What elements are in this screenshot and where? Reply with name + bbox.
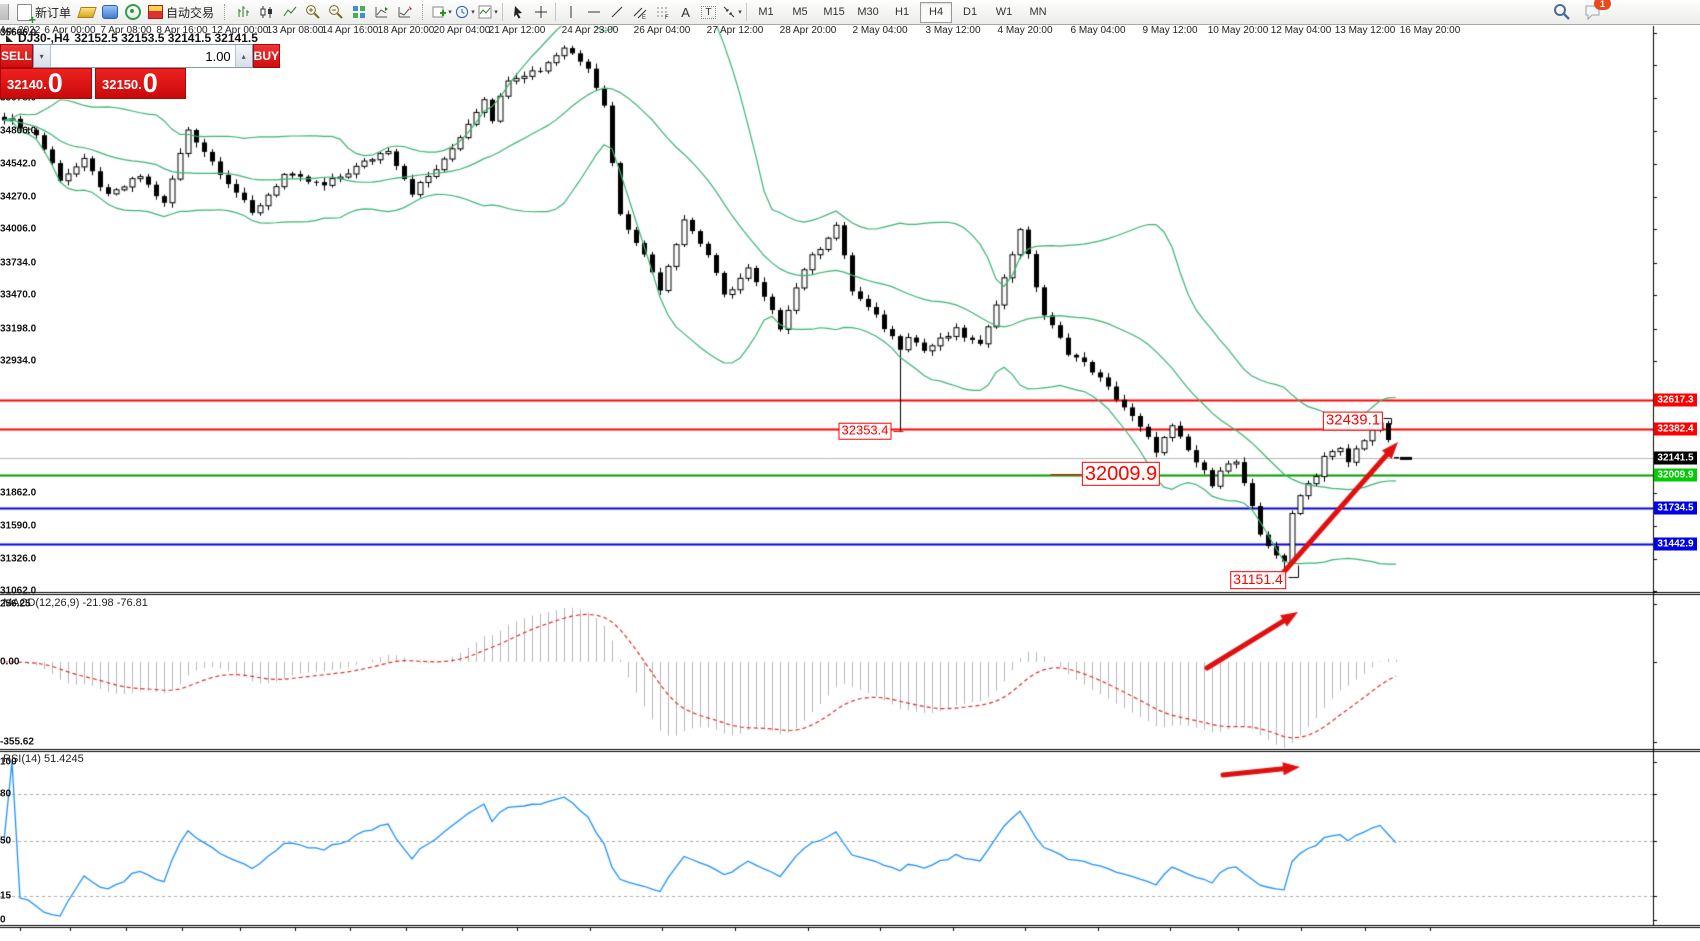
toolbar-separator — [746, 3, 748, 21]
profile-chart-alt-icon[interactable] — [393, 2, 416, 22]
tile-windows-icon[interactable] — [347, 2, 370, 22]
notification-badge: 1 — [1594, 0, 1611, 10]
volume-decrease-button[interactable]: ▾ — [33, 45, 51, 67]
vertical-line-tool-icon[interactable] — [559, 2, 582, 22]
new-order-label: 新订单 — [35, 5, 72, 20]
tab-timeframe-M5[interactable]: M5 — [792, 6, 808, 18]
trendline-tool-icon[interactable] — [605, 2, 628, 22]
tab-timeframe-D1[interactable]: D1 — [963, 6, 978, 18]
volume-input[interactable] — [50, 45, 235, 67]
notifications-chat-icon[interactable]: 1 — [1581, 0, 1611, 22]
buy-price-box[interactable]: 32150. 0 — [95, 68, 186, 99]
auto-trading-label: 自动交易 — [166, 5, 215, 20]
market-watch-icon[interactable] — [98, 2, 121, 22]
sell-button[interactable]: SELL — [0, 44, 33, 68]
tab-timeframe-M1[interactable]: M1 — [758, 6, 774, 18]
svg-text:F: F — [665, 15, 669, 20]
period-clock-icon[interactable]: ▾ — [453, 2, 476, 22]
zoom-in-icon[interactable] — [301, 2, 324, 22]
horizontal-line-tool-icon[interactable] — [582, 2, 605, 22]
tab-timeframe-H4[interactable]: H4 — [920, 1, 953, 23]
buy-button[interactable]: BUY — [252, 44, 281, 68]
toolbar-separator — [555, 3, 557, 21]
svg-text:E: E — [642, 15, 646, 20]
candlestick-chart-type-icon[interactable] — [255, 2, 278, 22]
crosshair-tool-icon[interactable] — [529, 2, 552, 22]
signals-icon[interactable] — [121, 2, 144, 22]
volume-stepper: ▾ ▴ — [32, 44, 253, 68]
clipped-icon — [0, 4, 9, 20]
toolbar-right-tools: 1 — [1550, 0, 1611, 22]
profile-chart-icon[interactable] — [370, 2, 393, 22]
zoom-out-icon[interactable] — [324, 2, 347, 22]
toolbar-grip — [422, 4, 426, 20]
add-chart-icon[interactable]: ▾ — [430, 2, 453, 22]
top-toolbar: + 新订单 自动交易 ▾ ▾ — [0, 0, 1700, 26]
channel-tool-icon[interactable]: E — [628, 2, 651, 22]
tab-timeframe-W1[interactable]: W1 — [995, 6, 1013, 18]
new-order-icon: + — [17, 3, 36, 26]
tab-timeframe-M15[interactable]: M15 — [823, 6, 845, 18]
timeframe-group: M1 M5 M15 M30 H1 H4 D1 W1 MN — [750, 1, 1054, 23]
volume-increase-button[interactable]: ▴ — [234, 45, 252, 67]
text-label-tool-icon[interactable]: T — [697, 2, 720, 22]
auto-trading-icon — [148, 5, 164, 19]
price-chart-canvas[interactable] — [0, 25, 1700, 941]
sell-price-big-digit: 0 — [47, 68, 63, 98]
buy-price-big-digit: 0 — [142, 68, 158, 98]
auto-trading-button[interactable]: 自动交易 — [144, 2, 218, 22]
history-center-icon[interactable] — [75, 2, 98, 22]
sell-price: 32140. — [7, 77, 47, 92]
tab-timeframe-MN[interactable]: MN — [1029, 6, 1047, 18]
arrows-tool-icon[interactable]: ▾ — [720, 2, 743, 22]
line-chart-type-icon[interactable] — [278, 2, 301, 22]
cursor-tool-icon[interactable] — [506, 2, 529, 22]
new-order-button[interactable]: + 新订单 — [13, 2, 75, 26]
one-click-trade-panel: SELL ▾ ▴ BUY 32140. 0 32150. 0 — [0, 44, 281, 99]
bar-chart-type-icon[interactable] — [232, 2, 255, 22]
toolbar-separator — [502, 3, 504, 21]
fibonacci-tool-icon[interactable]: F — [651, 2, 674, 22]
buy-price: 32150. — [102, 77, 142, 92]
tab-timeframe-M30[interactable]: M30 — [857, 6, 879, 18]
text-tool-icon[interactable]: A — [681, 4, 690, 20]
search-icon[interactable] — [1550, 2, 1573, 22]
indicators-icon[interactable]: ▾ — [476, 2, 499, 22]
sell-price-box[interactable]: 32140. 0 — [0, 68, 92, 99]
toolbar-grip — [224, 4, 228, 20]
tab-timeframe-H1[interactable]: H1 — [895, 6, 910, 18]
chart-area: DJ30-,H4 32152.5 32153.5 32141.5 32141.5… — [0, 25, 1700, 941]
